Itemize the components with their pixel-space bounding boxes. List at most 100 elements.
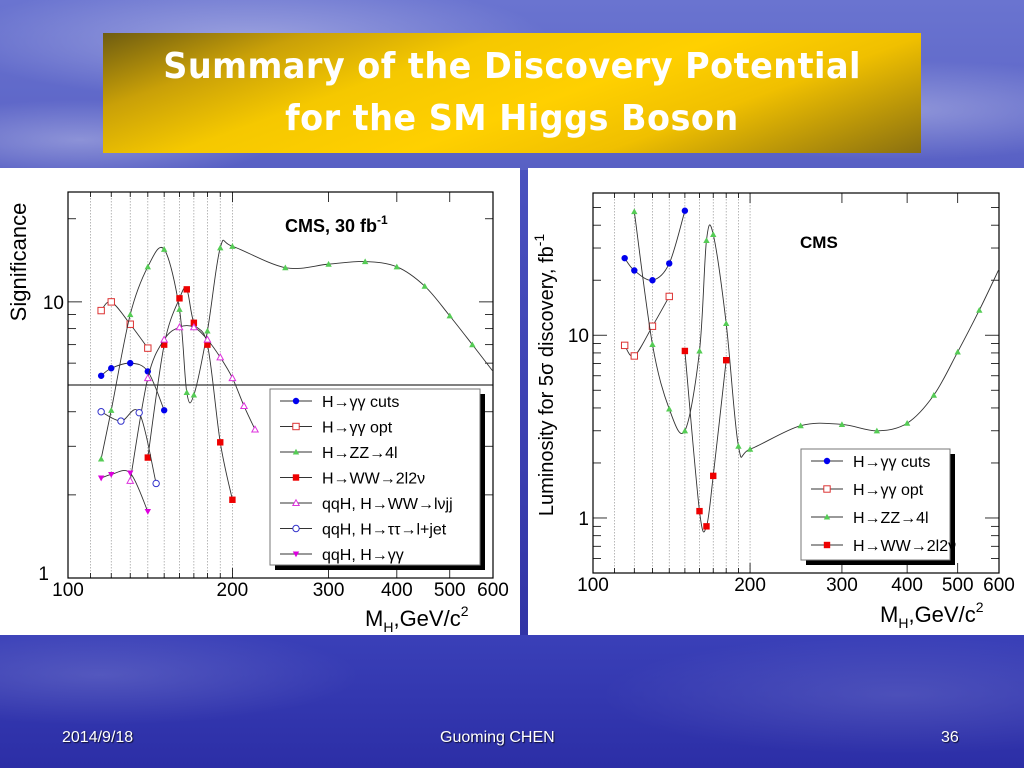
legend-label: H→γγ cuts [322, 394, 399, 411]
footer-author: Guoming CHEN [440, 729, 555, 746]
y-tick-label: 10 [43, 293, 64, 314]
x-label-superscript: 2 [461, 603, 469, 619]
footer-page-number: 36 [941, 729, 959, 746]
legend-marker [823, 485, 831, 493]
data-point [97, 372, 105, 379]
data-point [620, 341, 629, 350]
data-point [361, 258, 369, 265]
chart-1: 100 200 300 400 500 600 1 10 CMS Luminosity for 5… [531, 192, 1015, 631]
legend-label: H→γγ opt [853, 482, 924, 499]
legend: H→γγ cuts H→γγ opt H→ZZ→4l H→WW→2l2ν qqH, H→… [269, 388, 485, 570]
x-tick-label: 400 [381, 580, 413, 601]
series-6 [97, 470, 152, 515]
series-curve [100, 301, 149, 349]
annotation-superscript: -1 [377, 213, 388, 227]
x-axis-label: MH,GeV/c2 [365, 603, 469, 635]
data-point [190, 391, 198, 398]
legend-label: H→γγ opt [322, 420, 393, 437]
data-point [97, 455, 105, 462]
legend-marker [292, 474, 300, 481]
data-point [152, 479, 160, 488]
data-point [160, 341, 168, 348]
data-point [710, 472, 717, 480]
data-point [631, 267, 638, 274]
x-tick-label: 200 [217, 580, 249, 601]
series-2 [97, 239, 494, 462]
title-banner: Summary of the Discovery Potential for t… [103, 33, 921, 153]
series-0 [621, 207, 689, 284]
legend-label: qqH, H→ττ→l+jet [322, 522, 447, 539]
data-point [144, 509, 152, 515]
data-point [703, 523, 710, 530]
y-label-superscript: -1 [531, 234, 547, 247]
legend-label: H→ZZ→4l [853, 510, 929, 527]
x-label-text: ,GeV/c [908, 602, 975, 627]
x-tick-label: 600 [983, 575, 1015, 596]
legend-label: qqH, H→WW→lνjj [322, 496, 453, 513]
data-point [190, 319, 198, 326]
slide-title-line2: for the SM Higgs Boson [285, 98, 739, 139]
x-tick-label: 600 [477, 580, 509, 601]
data-point [325, 260, 332, 267]
data-point [135, 408, 143, 417]
data-point [903, 420, 911, 426]
data-point [838, 421, 846, 427]
legend-marker [823, 541, 831, 549]
data-point [649, 341, 656, 348]
legend-label: H→ZZ→4l [322, 445, 398, 462]
data-point [666, 260, 673, 267]
series-3 [144, 286, 236, 503]
legend-marker [292, 524, 300, 533]
data-point [97, 306, 105, 315]
legend-label: qqH, H→γγ [322, 547, 404, 564]
series-curve [100, 409, 157, 484]
x-tick-label: 500 [434, 580, 466, 601]
data-point [217, 244, 224, 251]
plot-frame [592, 192, 1000, 574]
data-point [189, 322, 198, 331]
data-point [183, 286, 190, 293]
data-point [107, 298, 115, 306]
data-point [229, 496, 236, 503]
data-point [630, 352, 639, 360]
data-point [176, 295, 183, 302]
data-point [228, 373, 237, 382]
data-point [216, 353, 225, 361]
series-1 [620, 292, 673, 360]
data-point [393, 263, 401, 270]
data-point [696, 347, 703, 354]
data-point [735, 443, 742, 449]
series-curve [147, 287, 233, 500]
legend-marker [292, 448, 300, 455]
data-point [97, 408, 105, 416]
series-4 [126, 322, 260, 484]
data-point [176, 306, 183, 312]
x-axis-label: MH,GeV/c2 [880, 599, 984, 631]
x-label-subscript: H [383, 619, 393, 635]
legend-label: H→WW→2l2ν [853, 538, 956, 555]
data-point [930, 391, 938, 398]
x-tick-label: 100 [52, 580, 84, 601]
data-point [446, 312, 453, 319]
slide-title-line1: Summary of the Discovery Potential [163, 46, 861, 87]
legend-marker [291, 498, 301, 507]
data-point [976, 307, 983, 313]
data-point [126, 476, 135, 484]
data-point [108, 407, 115, 413]
legend: H→γγ cuts H→γγ opt H→ZZ→4l H→WW→2l2ν [800, 448, 956, 565]
data-point [722, 320, 730, 326]
data-point [160, 407, 168, 414]
series-curve [624, 296, 670, 357]
series-curve [100, 470, 149, 512]
data-point [797, 422, 804, 429]
data-point [204, 341, 211, 348]
series-5 [97, 408, 160, 488]
x-tick-label: 400 [891, 575, 923, 596]
data-point [250, 425, 260, 433]
data-point [203, 335, 212, 343]
data-point [681, 347, 689, 355]
data-point [127, 311, 134, 318]
data-point [710, 231, 717, 237]
data-point [144, 454, 152, 461]
series-curve [129, 325, 256, 481]
